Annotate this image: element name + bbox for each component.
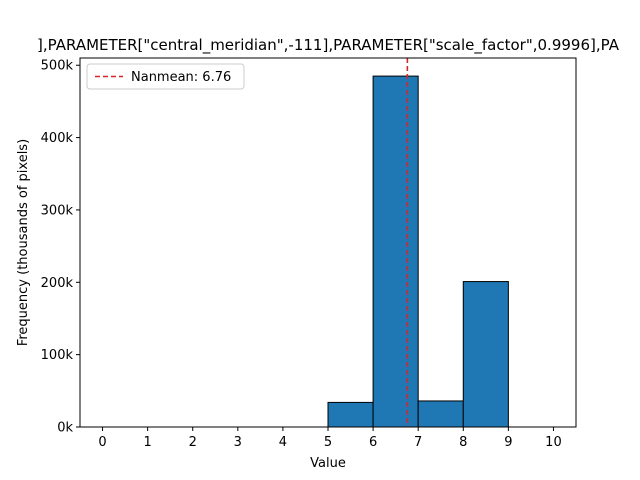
- y-tick-label: 300k: [41, 203, 74, 218]
- chart-title: ],PARAMETER["central_meridian",-111],PAR…: [37, 36, 620, 55]
- x-tick-label: 6: [369, 435, 377, 450]
- y-tick-label: 400k: [41, 131, 74, 146]
- x-axis-label: Value: [310, 456, 346, 471]
- x-tick-label: 4: [279, 435, 287, 450]
- y-axis-label: Frequency (thousands of pixels): [16, 139, 31, 346]
- histogram-bar-0: [327, 401, 374, 428]
- legend-box: [86, 63, 245, 90]
- x-tick-label: 1: [143, 435, 151, 450]
- x-tick-label: 0: [98, 435, 106, 450]
- legend-mean-label: Nanmean: 6.76: [131, 70, 231, 85]
- y-axis-ticks: 0k 100k 200k 300k 400k 500k: [41, 59, 80, 436]
- histogram-bar-1: [372, 75, 419, 428]
- histogram-bar-3: [462, 281, 509, 428]
- x-tick-label: 5: [324, 435, 332, 450]
- y-tick-label: 500k: [41, 59, 74, 74]
- histogram-bar-2: [417, 400, 464, 428]
- x-tick-label: 7: [414, 435, 422, 450]
- legend: Nanmean: 6.76: [86, 63, 245, 90]
- x-axis-ticks: 0 1 2 3 4 5 6 7 8 9 10: [98, 427, 562, 450]
- y-tick-label: 0k: [57, 421, 73, 436]
- y-tick-label: 100k: [41, 348, 74, 363]
- x-tick-label: 2: [189, 435, 197, 450]
- x-tick-label: 10: [545, 435, 562, 450]
- x-tick-label: 9: [504, 435, 512, 450]
- x-tick-label: 3: [234, 435, 242, 450]
- x-tick-label: 8: [459, 435, 467, 450]
- y-tick-label: 200k: [41, 276, 74, 291]
- bars-layer: [327, 75, 509, 428]
